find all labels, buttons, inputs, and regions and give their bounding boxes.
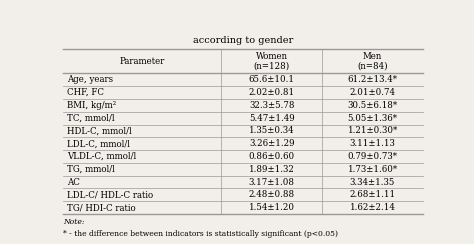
Text: LDL-C/ HDL-C ratio: LDL-C/ HDL-C ratio bbox=[67, 190, 154, 199]
Text: Parameter: Parameter bbox=[119, 57, 165, 66]
Text: 61.2±13.4*: 61.2±13.4* bbox=[347, 75, 398, 84]
Text: 5.47±1.49: 5.47±1.49 bbox=[249, 114, 295, 123]
Text: HDL-C, mmol/l: HDL-C, mmol/l bbox=[67, 126, 132, 135]
Text: 3.26±1.29: 3.26±1.29 bbox=[249, 139, 294, 148]
Text: BMI, kg/m²: BMI, kg/m² bbox=[67, 101, 117, 110]
Text: 30.5±6.18*: 30.5±6.18* bbox=[347, 101, 398, 110]
Text: 1.62±2.14: 1.62±2.14 bbox=[350, 203, 395, 212]
Text: 5.05±1.36*: 5.05±1.36* bbox=[347, 114, 398, 123]
Text: 1.21±0.30*: 1.21±0.30* bbox=[347, 126, 398, 135]
Text: 3.34±1.35: 3.34±1.35 bbox=[350, 178, 395, 186]
Text: VLDL-C, mmol/l: VLDL-C, mmol/l bbox=[67, 152, 137, 161]
Text: TG, mmol/l: TG, mmol/l bbox=[67, 165, 115, 174]
Text: 2.48±0.88: 2.48±0.88 bbox=[249, 190, 295, 199]
Text: TC, mmol/l: TC, mmol/l bbox=[67, 114, 115, 123]
Text: 0.86±0.60: 0.86±0.60 bbox=[249, 152, 295, 161]
Text: CHF, FC: CHF, FC bbox=[67, 88, 104, 97]
Text: 65.6±10.1: 65.6±10.1 bbox=[249, 75, 295, 84]
Text: Women
(n=128): Women (n=128) bbox=[254, 51, 290, 71]
Text: 2.01±0.74: 2.01±0.74 bbox=[349, 88, 395, 97]
Text: 1.73±1.60*: 1.73±1.60* bbox=[347, 165, 398, 174]
Text: 1.54±1.20: 1.54±1.20 bbox=[249, 203, 295, 212]
Text: 2.68±1.11: 2.68±1.11 bbox=[349, 190, 396, 199]
Text: 3.11±1.13: 3.11±1.13 bbox=[350, 139, 395, 148]
Text: 1.35±0.34: 1.35±0.34 bbox=[249, 126, 294, 135]
Text: 3.17±1.08: 3.17±1.08 bbox=[249, 178, 295, 186]
Text: 32.3±5.78: 32.3±5.78 bbox=[249, 101, 294, 110]
Text: TG/ HDI-C ratio: TG/ HDI-C ratio bbox=[67, 203, 136, 212]
Text: AC: AC bbox=[67, 178, 80, 186]
Text: 1.89±1.32: 1.89±1.32 bbox=[249, 165, 295, 174]
Text: * - the difference between indicators is statistically significant (p<0.05): * - the difference between indicators is… bbox=[63, 230, 338, 238]
Text: 2.02±0.81: 2.02±0.81 bbox=[249, 88, 295, 97]
Text: LDL-C, mmol/l: LDL-C, mmol/l bbox=[67, 139, 130, 148]
Text: Men
(n=84): Men (n=84) bbox=[357, 51, 388, 71]
Text: 0.79±0.73*: 0.79±0.73* bbox=[347, 152, 398, 161]
Text: according to gender: according to gender bbox=[193, 36, 293, 45]
Text: Note:: Note: bbox=[63, 218, 84, 226]
Text: Age, years: Age, years bbox=[67, 75, 113, 84]
